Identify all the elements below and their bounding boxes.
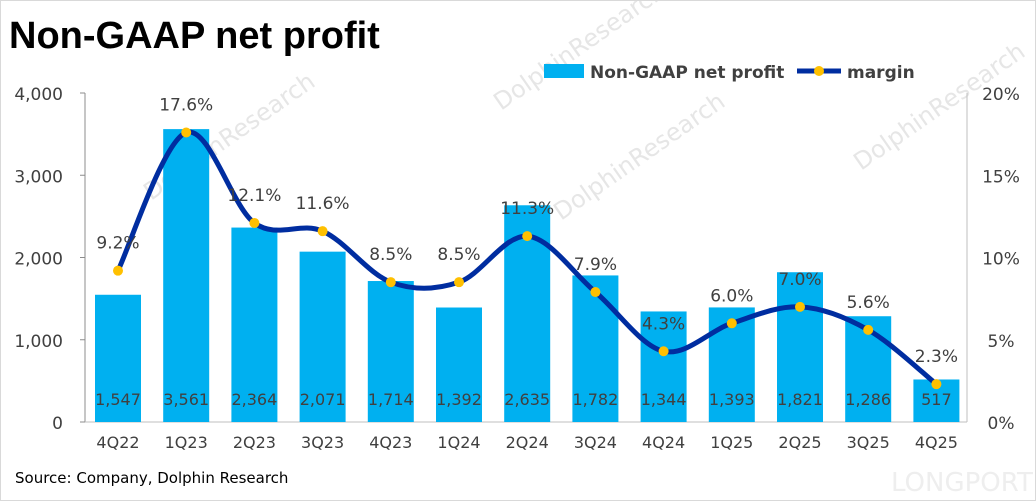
margin-label: 11.6%	[296, 194, 350, 214]
x-tick-label: 3Q24	[574, 433, 617, 452]
y-tick-label: 4,000	[14, 85, 63, 105]
x-tick-label: 4Q22	[96, 433, 139, 452]
margin-label: 4.3%	[642, 314, 685, 334]
bar-value-label: 1,392	[436, 390, 482, 409]
bar-value-label: 1,714	[368, 390, 414, 409]
bar-value-label: 517	[921, 390, 952, 409]
y-tick-label: 0	[52, 414, 63, 434]
margin-marker	[385, 277, 396, 288]
margin-label: 7.9%	[574, 255, 617, 275]
margin-marker	[181, 127, 192, 138]
bar-value-label: 1,344	[641, 390, 687, 409]
x-tick-label: 3Q23	[301, 433, 344, 452]
x-tick-label: 4Q25	[915, 433, 958, 452]
bar-value-label: 2,635	[504, 390, 550, 409]
margin-marker	[113, 265, 123, 276]
margin-label: 6.0%	[710, 286, 753, 306]
bar-value-label: 1,286	[845, 390, 891, 409]
bar	[572, 275, 619, 422]
x-tick-label: 2Q25	[778, 433, 821, 452]
y-tick-label: 1,000	[14, 332, 63, 352]
margin-label: 5.6%	[847, 293, 890, 313]
bar	[367, 281, 414, 422]
bar-value-label: 1,782	[572, 390, 618, 409]
x-tick-label: 1Q23	[165, 433, 208, 452]
margin-label: 7.0%	[778, 270, 821, 290]
longport-watermark: LONGPORT	[891, 468, 1033, 498]
bar	[299, 251, 346, 422]
y2-tick-label: 5%	[988, 332, 1015, 352]
margin-label: 9.2%	[96, 234, 139, 254]
bar-value-label: 1,393	[709, 390, 755, 409]
bar-value-label: 2,364	[231, 390, 277, 409]
bar-value-label: 1,821	[777, 390, 823, 409]
margin-label: 8.5%	[437, 245, 480, 265]
y-tick-label: 2,000	[14, 250, 63, 270]
bar	[640, 311, 687, 422]
margin-marker	[795, 301, 805, 312]
bar	[231, 227, 278, 422]
margin-marker	[590, 287, 601, 298]
margin-label: 17.6%	[159, 95, 213, 115]
legend-line-marker	[814, 66, 824, 76]
margin-marker	[454, 277, 464, 288]
legend-line-label: margin	[847, 63, 915, 83]
bar-value-label: 3,561	[163, 390, 209, 409]
margin-label: 2.3%	[915, 347, 958, 367]
watermark-text: DolphinResearch	[848, 37, 1030, 176]
bar-value-label: 2,071	[300, 390, 346, 409]
margin-label: 8.5%	[369, 245, 412, 265]
margin-marker	[658, 346, 669, 357]
margin-marker	[931, 379, 942, 390]
margin-label: 12.1%	[227, 186, 281, 206]
bar-value-label: 1,547	[95, 390, 141, 409]
watermark-text: DolphinResearch	[548, 87, 730, 226]
margin-marker	[249, 217, 260, 228]
legend-bar-swatch	[544, 64, 584, 78]
bar	[95, 294, 141, 422]
bar	[777, 272, 823, 422]
x-tick-label: 2Q24	[506, 433, 549, 452]
x-tick-label: 1Q24	[437, 433, 480, 452]
legend-bar-label: Non-GAAP net profit	[590, 63, 784, 83]
y2-tick-label: 10%	[982, 250, 1020, 270]
bar	[436, 307, 482, 422]
bar	[163, 129, 210, 422]
margin-marker	[317, 226, 328, 237]
source-note: Source: Company, Dolphin Research	[15, 469, 289, 487]
margin-marker	[863, 324, 874, 335]
x-tick-label: 2Q23	[233, 433, 276, 452]
x-tick-label: 4Q23	[369, 433, 412, 452]
y2-tick-label: 20%	[982, 85, 1020, 105]
y2-tick-label: 0%	[988, 414, 1015, 434]
y2-tick-label: 15%	[982, 167, 1020, 187]
chart-title: Non-GAAP net profit	[9, 15, 380, 57]
x-tick-label: 4Q24	[642, 433, 685, 452]
x-tick-label: 1Q25	[710, 433, 753, 452]
x-tick-label: 3Q25	[847, 433, 890, 452]
margin-marker	[726, 318, 737, 329]
margin-label: 11.3%	[500, 199, 554, 219]
y-tick-label: 3,000	[14, 167, 63, 187]
watermark-text: DolphinResearch	[488, 1, 670, 116]
margin-marker	[522, 231, 533, 242]
